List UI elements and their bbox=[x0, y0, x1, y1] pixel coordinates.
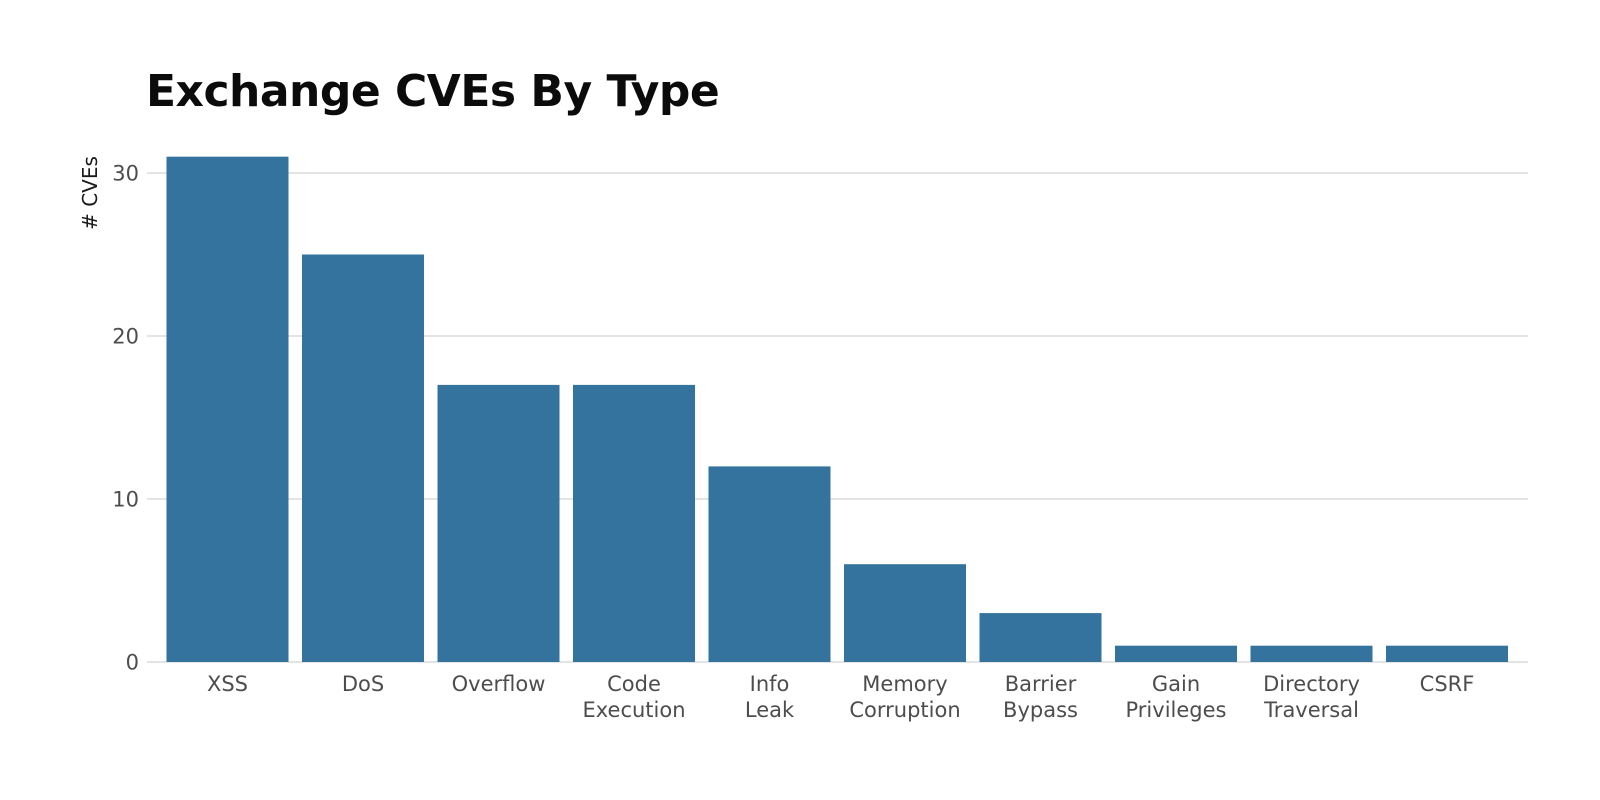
x-tick-label-line: Execution bbox=[582, 698, 685, 722]
x-tick-label-line: Privileges bbox=[1126, 698, 1227, 722]
x-tick-label-line: DoS bbox=[342, 672, 384, 696]
bars bbox=[166, 156, 1508, 662]
x-tick-label: Gain Privileges bbox=[1126, 672, 1227, 722]
x-tick-label: Memory Corruption bbox=[849, 672, 960, 722]
y-tick-label: 0 bbox=[126, 651, 139, 675]
bar-overflow bbox=[437, 384, 560, 662]
x-tick-label-line: Memory bbox=[862, 672, 947, 696]
bar-barrier-bypass bbox=[979, 613, 1102, 662]
x-tick-label-line: Gain bbox=[1152, 672, 1200, 696]
y-axis-ticks: 0 10 20 30 bbox=[112, 162, 139, 675]
x-tick-label-line: Directory bbox=[1263, 672, 1360, 696]
x-tick-label: Info Leak bbox=[745, 672, 795, 722]
bar-code-execution bbox=[573, 384, 695, 662]
x-tick-label-line: Corruption bbox=[849, 698, 960, 722]
x-tick-label: Barrier Bypass bbox=[1003, 672, 1078, 722]
x-tick-label: Directory Traversal bbox=[1263, 672, 1360, 722]
x-tick-label: XSS bbox=[207, 672, 248, 696]
x-tick-label-line: Code bbox=[607, 672, 661, 696]
x-tick-label-line: Barrier bbox=[1005, 672, 1077, 696]
x-tick-label: DoS bbox=[342, 672, 384, 696]
bar-dos bbox=[302, 254, 424, 662]
x-tick-label-line: Traversal bbox=[1263, 698, 1359, 722]
y-tick-label: 20 bbox=[112, 325, 139, 349]
y-axis-title: # CVEs bbox=[78, 156, 102, 230]
x-tick-label-line: Overflow bbox=[452, 672, 546, 696]
bar-csrf bbox=[1386, 645, 1508, 662]
chart-title: Exchange CVEs By Type bbox=[146, 66, 720, 117]
x-tick-label-line: Info bbox=[750, 672, 790, 696]
x-tick-label: CSRF bbox=[1420, 672, 1475, 696]
bar-xss bbox=[166, 156, 289, 662]
x-tick-label-line: XSS bbox=[207, 672, 248, 696]
x-axis-labels: XSS DoS Overflow Code Execution Info Leak Memor… bbox=[207, 672, 1474, 722]
x-tick-label: Overflow bbox=[452, 672, 546, 696]
bar-memory-corruption bbox=[844, 564, 966, 662]
bar-gain-privileges bbox=[1115, 645, 1237, 662]
x-tick-label-line: CSRF bbox=[1420, 672, 1475, 696]
x-tick-label-line: Leak bbox=[745, 698, 795, 722]
y-tick-label: 10 bbox=[112, 488, 139, 512]
bar-directory-traversal bbox=[1250, 645, 1373, 662]
x-tick-label-line: Bypass bbox=[1003, 698, 1078, 722]
x-tick-label: Code Execution bbox=[582, 672, 685, 722]
y-tick-label: 30 bbox=[112, 162, 139, 186]
bar-info-leak bbox=[708, 466, 831, 662]
